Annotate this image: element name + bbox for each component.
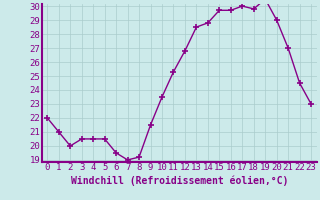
X-axis label: Windchill (Refroidissement éolien,°C): Windchill (Refroidissement éolien,°C) <box>70 175 288 186</box>
